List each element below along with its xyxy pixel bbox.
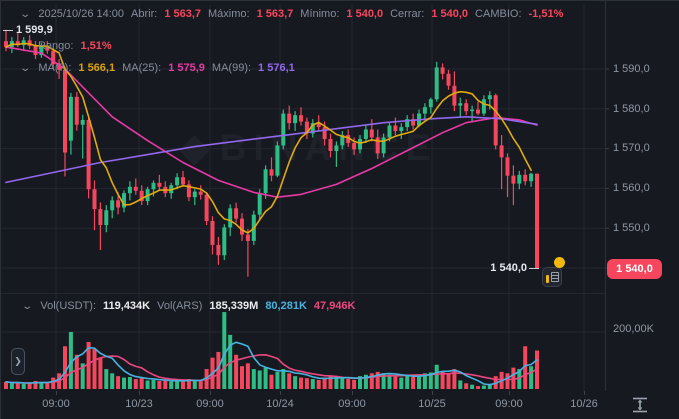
price-tick-1580: 1 580,0 (613, 103, 650, 115)
time-tick-mark (509, 391, 510, 395)
last-price-badge: 1 540,0 (607, 259, 662, 279)
range-row: Rango: 1,51% (38, 40, 112, 52)
time-tick-label[interactable]: 10/25 (418, 398, 446, 410)
ma-legend-row: ⌄ MA(7): 1 566,1 MA(25): 1 575,9 MA(99):… (19, 62, 295, 74)
time-tick-mark (139, 391, 140, 395)
collapse-ohlc-caret-icon[interactable]: ⌄ (19, 8, 32, 20)
vol-ars-value: 185,339M (209, 300, 259, 312)
close-value: 1 540,0 (431, 8, 469, 20)
time-tick-label[interactable]: 09:00 (196, 398, 224, 410)
last-price-dash (529, 268, 539, 269)
change-value: -1,51% (528, 8, 564, 20)
panel-expand-handle[interactable]: ❯ (11, 348, 25, 375)
ma25-value: 1 575,9 (168, 62, 205, 74)
ma99-label: MA(99): (211, 62, 252, 74)
time-tick-mark (210, 391, 211, 395)
volume-scale-tick: 200,00K (613, 323, 654, 335)
time-tick-mark (584, 391, 585, 395)
price-tick-1570: 1 570,0 (613, 142, 650, 154)
last-price-floating-label: 1 540,0 (490, 262, 527, 274)
time-tick-label[interactable]: 10/24 (266, 398, 294, 410)
vol-ma-fast-value: 80,281K (265, 300, 307, 312)
high-label: Máximo: (208, 8, 250, 20)
vol-usdt-label: Vol(USDT): (40, 300, 97, 312)
price-tick-1560: 1 560,0 (613, 182, 650, 194)
range-value: 1,51% (80, 40, 112, 52)
price-tick-1550: 1 550,0 (613, 222, 650, 234)
collapse-ma-caret-icon[interactable]: ⌄ (19, 62, 32, 74)
close-label: Cerrar: (390, 8, 425, 20)
low-value: 1 540,0 (346, 8, 384, 20)
vol-ars-label: Vol(ARS) (157, 300, 203, 312)
candle-datetime: 2025/10/26 14:00 (38, 8, 125, 20)
session-high-value: 1 599,9 (16, 24, 53, 36)
change-label: CAMBIO: (475, 8, 522, 20)
low-label: Mínimo: (300, 8, 340, 20)
vol-ma-slow-value: 47,946K (313, 300, 356, 312)
order-list-icon (550, 272, 559, 282)
trade-marker-icon[interactable] (542, 267, 562, 287)
range-label: Rango: (38, 40, 74, 52)
ma99-value: 1 576,1 (258, 62, 295, 74)
time-tick-mark (352, 391, 353, 395)
ma7-value: 1 566,1 (78, 62, 116, 74)
high-marker-dash (3, 29, 13, 31)
high-value: 1 563,7 (256, 8, 294, 20)
alert-dot-icon[interactable] (554, 257, 565, 268)
time-tick-label[interactable]: 10/23 (125, 398, 153, 410)
time-tick-label[interactable]: 10/26 (570, 398, 598, 410)
vol-usdt-value: 119,434K (103, 300, 151, 312)
open-value: 1 563,7 (164, 8, 202, 20)
price-tick-1590: 1 590,0 (613, 63, 650, 75)
time-tick-label[interactable]: 09:00 (495, 398, 523, 410)
session-high-marker: 1 599,9 (3, 24, 53, 36)
collapse-volume-caret-icon[interactable]: ⌄ (21, 300, 34, 312)
time-axis[interactable]: 09:00 10/23 09:00 10/24 09:00 10/25 09:00 10/26 (1, 391, 679, 419)
axis-separator (605, 1, 606, 391)
panel-divider (1, 293, 605, 294)
marker-accent-tick (545, 274, 549, 283)
volume-legend-row: ⌄ Vol(USDT): 119,434K Vol(ARS) 185,339M … (21, 300, 356, 312)
price-scale-adjust-icon[interactable] (627, 395, 653, 414)
time-tick-mark (56, 391, 57, 395)
ma7-label: MA(7): (38, 62, 72, 74)
time-tick-mark (432, 391, 433, 395)
time-tick-mark (280, 391, 281, 395)
open-label: Abrir: (131, 8, 158, 20)
time-tick-label[interactable]: 09:00 (338, 398, 366, 410)
ohlc-header-row: ⌄ 2025/10/26 14:00 Abrir: 1 563,7 Máximo… (19, 8, 564, 20)
time-tick-label[interactable]: 09:00 (42, 398, 70, 410)
ma25-label: MA(25): (122, 62, 162, 74)
